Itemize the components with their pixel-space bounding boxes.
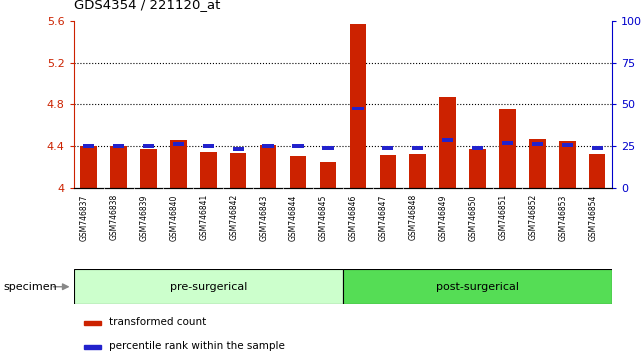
Bar <box>83 144 94 148</box>
Bar <box>290 156 306 188</box>
Bar <box>472 146 483 150</box>
Bar <box>74 269 343 304</box>
Text: GSM746847: GSM746847 <box>379 194 388 240</box>
Bar <box>499 109 515 188</box>
Bar <box>262 144 274 148</box>
Bar <box>140 149 156 188</box>
Bar <box>230 153 246 188</box>
Text: GDS4354 / 221120_at: GDS4354 / 221120_at <box>74 0 220 11</box>
Text: post-surgerical: post-surgerical <box>436 282 519 292</box>
Text: GSM746841: GSM746841 <box>199 194 208 240</box>
Bar <box>352 107 363 110</box>
Bar <box>320 162 336 188</box>
Text: GSM746844: GSM746844 <box>289 194 298 240</box>
Bar <box>81 146 97 188</box>
Bar <box>110 146 127 188</box>
Bar <box>529 139 545 188</box>
Text: pre-surgerical: pre-surgerical <box>170 282 247 292</box>
Bar <box>410 154 426 188</box>
Bar <box>143 144 154 148</box>
Bar <box>343 269 612 304</box>
Text: GSM746851: GSM746851 <box>499 194 508 240</box>
Text: GSM746854: GSM746854 <box>588 194 597 240</box>
Text: GSM746845: GSM746845 <box>319 194 328 240</box>
Bar <box>502 141 513 145</box>
Bar <box>200 152 217 188</box>
Text: GSM746848: GSM746848 <box>409 194 418 240</box>
Text: percentile rank within the sample: percentile rank within the sample <box>109 341 285 350</box>
Bar <box>172 142 184 146</box>
Text: GSM746850: GSM746850 <box>469 194 478 240</box>
Bar <box>412 146 424 150</box>
Bar <box>260 145 276 188</box>
Bar <box>559 141 576 188</box>
Bar <box>442 138 453 142</box>
Bar <box>292 144 304 148</box>
Bar <box>233 147 244 151</box>
Text: GSM746839: GSM746839 <box>140 194 149 240</box>
Bar <box>531 142 543 146</box>
Bar <box>382 146 394 150</box>
Bar <box>350 24 366 188</box>
Bar <box>589 154 605 188</box>
Bar <box>469 149 486 188</box>
Text: GSM746842: GSM746842 <box>229 194 238 240</box>
Bar <box>592 146 603 150</box>
Text: GSM746840: GSM746840 <box>169 194 178 240</box>
Bar <box>562 143 573 147</box>
Bar <box>379 155 396 188</box>
Bar <box>203 144 214 148</box>
Bar <box>85 345 101 349</box>
Text: GSM746843: GSM746843 <box>259 194 268 240</box>
Bar <box>322 146 334 150</box>
Text: GSM746853: GSM746853 <box>558 194 567 240</box>
Text: GSM746849: GSM746849 <box>438 194 447 240</box>
Text: GSM746838: GSM746838 <box>110 194 119 240</box>
Bar <box>171 140 187 188</box>
Text: specimen: specimen <box>3 282 57 292</box>
Text: transformed count: transformed count <box>109 317 206 327</box>
Bar <box>113 144 124 148</box>
Text: GSM746846: GSM746846 <box>349 194 358 240</box>
Bar <box>439 97 456 188</box>
Text: GSM746852: GSM746852 <box>528 194 537 240</box>
Text: GSM746837: GSM746837 <box>79 194 88 240</box>
Bar <box>85 321 101 325</box>
